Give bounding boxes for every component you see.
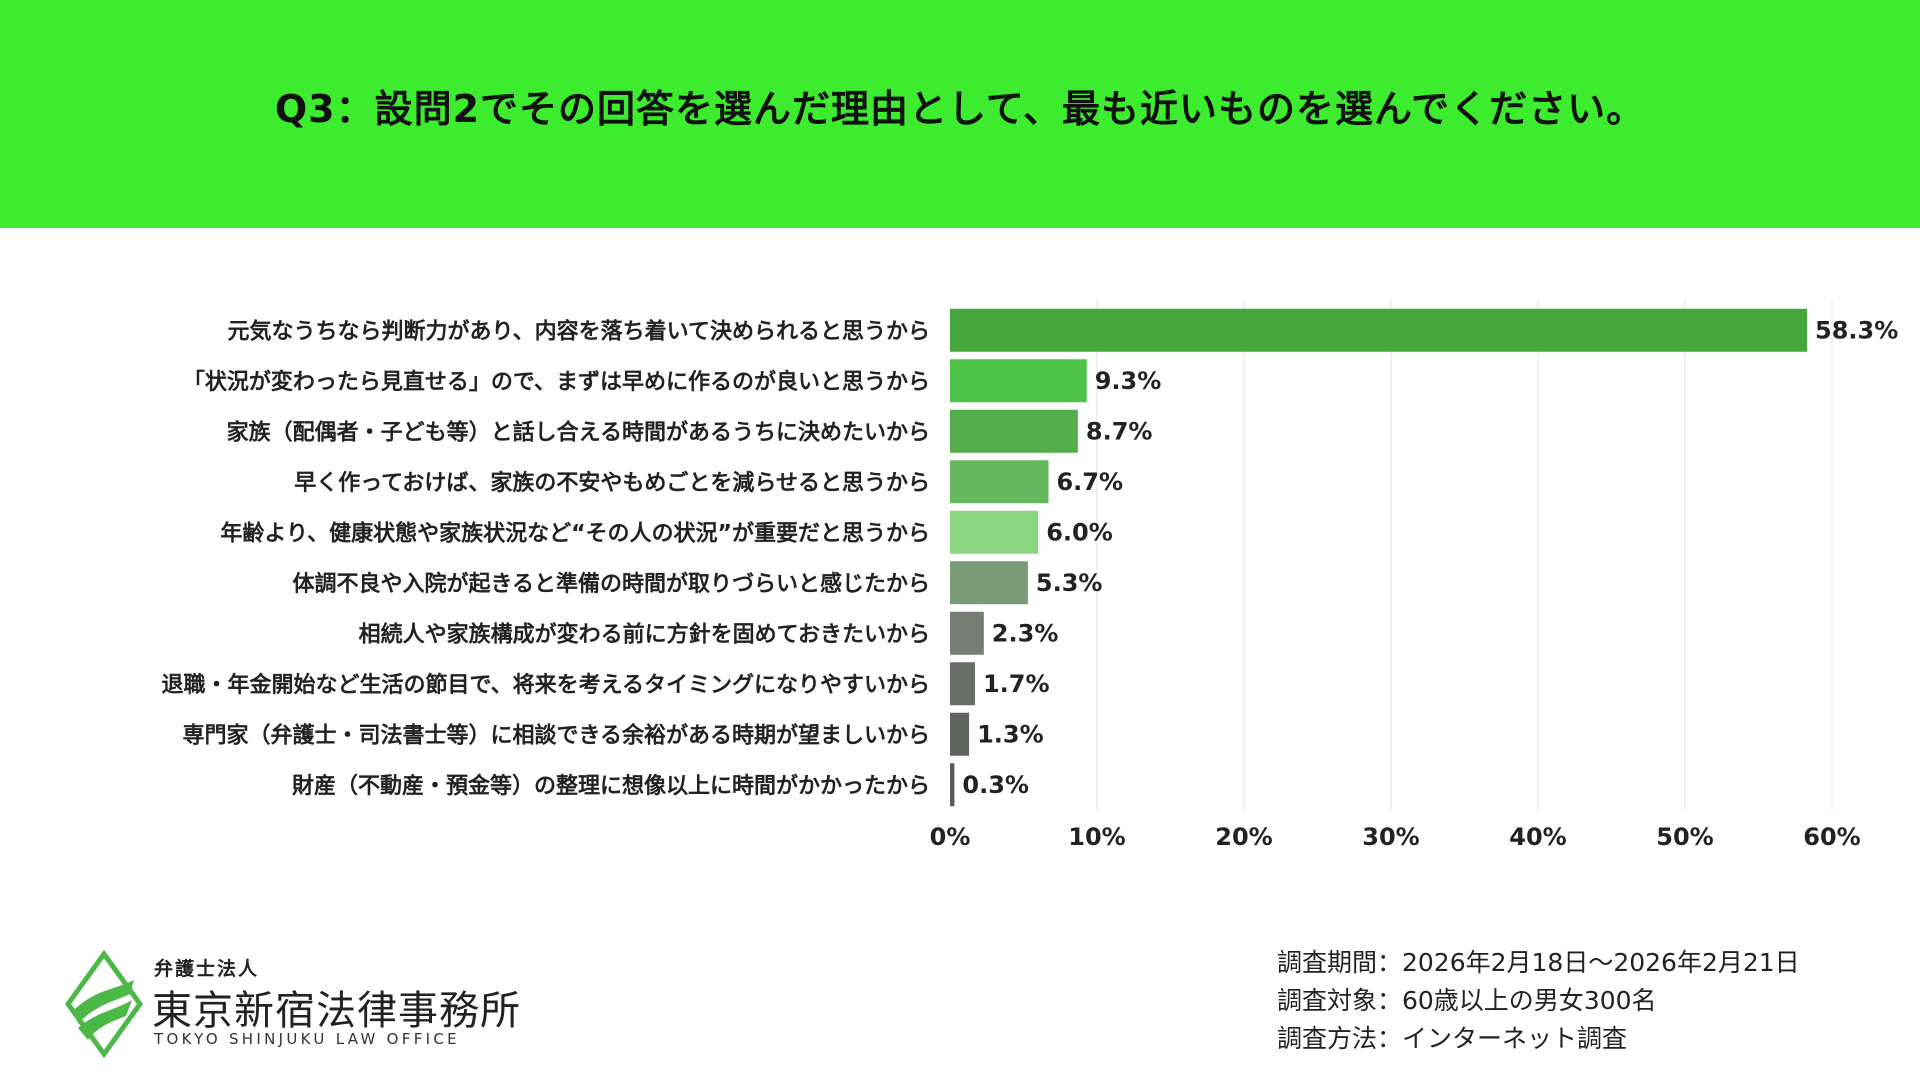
header-banner: Q3：設問2でその回答を選んだ理由として、最も近いものを選んでください。 — [0, 0, 1920, 228]
category-label: 年齢より、健康状態や家族状況など“その人の状況”が重要だと思うから — [220, 520, 930, 546]
survey-period: 調査期間：2026年2月18日〜2026年2月21日 — [1277, 948, 1800, 977]
bar — [950, 611, 984, 655]
survey-info: 調査期間：2026年2月18日〜2026年2月21日 調査対象：60歳以上の男女… — [1277, 944, 1800, 1058]
logo-english-name: TOKYO SHINJUKU LAW OFFICE — [154, 1030, 460, 1048]
value-label: 2.3% — [992, 619, 1059, 647]
category-label: 「状況が変わったら見直せる」ので、まずは早めに作るのが良いと思うから — [183, 369, 930, 395]
bar — [950, 409, 1078, 453]
category-label: 財産（不動産・預金等）の整理に想像以上に時間がかかったから — [292, 773, 930, 799]
x-tick-label: 20% — [1215, 823, 1272, 851]
x-tick-label: 50% — [1656, 823, 1713, 851]
x-tick-label: 10% — [1068, 823, 1125, 851]
bar-layer — [950, 308, 1808, 807]
category-label: 家族（配偶者・子ども等）と話し合える時間があるうちに決めたいから — [227, 419, 930, 445]
category-label: 早く作っておけば、家族の不安やもめごとを減らせると思うから — [294, 470, 930, 496]
bar — [950, 712, 970, 756]
question-title: Q3：設問2でその回答を選んだ理由として、最も近いものを選んでください。 — [274, 86, 1646, 131]
logo-subtitle: 弁護士法人 — [154, 958, 260, 980]
bar — [950, 763, 955, 807]
category-label: 専門家（弁護士・司法書士等）に相談できる余裕がある時期が望ましいから — [182, 722, 930, 748]
category-label: 退職・年金開始など生活の節目で、将来を考えるタイミングになりやすいから — [162, 672, 930, 698]
value-label: 1.7% — [983, 670, 1050, 698]
x-tick-label: 40% — [1509, 823, 1566, 851]
bar — [950, 308, 1808, 352]
bar — [950, 561, 1028, 605]
x-tick-label: 60% — [1803, 823, 1860, 851]
value-label: 6.0% — [1046, 518, 1113, 546]
bar-chart: 0% 10% 20% 30% 40% 50% 60% 元気なうちなら判断力があり、内容を落ち着… — [162, 299, 1899, 851]
bar — [950, 510, 1039, 554]
category-label: 相続人や家族構成が変わる前に方針を固めておきたいから — [359, 621, 930, 647]
x-tick-label: 0% — [930, 823, 971, 851]
value-label: 0.3% — [962, 771, 1029, 799]
logo-mark-icon — [64, 950, 144, 1058]
category-label: 元気なうちなら判断力があり、内容を落ち着いて決められると思うから — [228, 318, 930, 344]
value-label: 6.7% — [1056, 468, 1123, 496]
value-label: 1.3% — [977, 720, 1044, 748]
value-label: 58.3% — [1815, 316, 1898, 344]
label-layer: 0% 10% 20% 30% 40% 50% 60% 元気なうちなら判断力があり、内容を落ち着… — [162, 316, 1899, 851]
bar — [950, 662, 975, 706]
grid-layer — [1096, 299, 1833, 810]
x-tick-label: 30% — [1362, 823, 1419, 851]
value-label: 8.7% — [1086, 417, 1153, 445]
survey-target: 調査対象：60歳以上の男女300名 — [1277, 986, 1657, 1015]
category-label: 体調不良や入院が起きると準備の時間が取りづらいと感じたから — [292, 571, 930, 597]
survey-method: 調査方法：インターネット調査 — [1277, 1024, 1628, 1053]
value-label: 5.3% — [1036, 569, 1103, 597]
value-label: 9.3% — [1095, 367, 1162, 395]
bar — [950, 460, 1049, 504]
logo: 弁護士法人 東京新宿法律事務所 TOKYO SHINJUKU LAW OFFIC… — [64, 950, 544, 1060]
logo-name: 東京新宿法律事務所 — [152, 988, 521, 1034]
bar — [950, 359, 1087, 403]
